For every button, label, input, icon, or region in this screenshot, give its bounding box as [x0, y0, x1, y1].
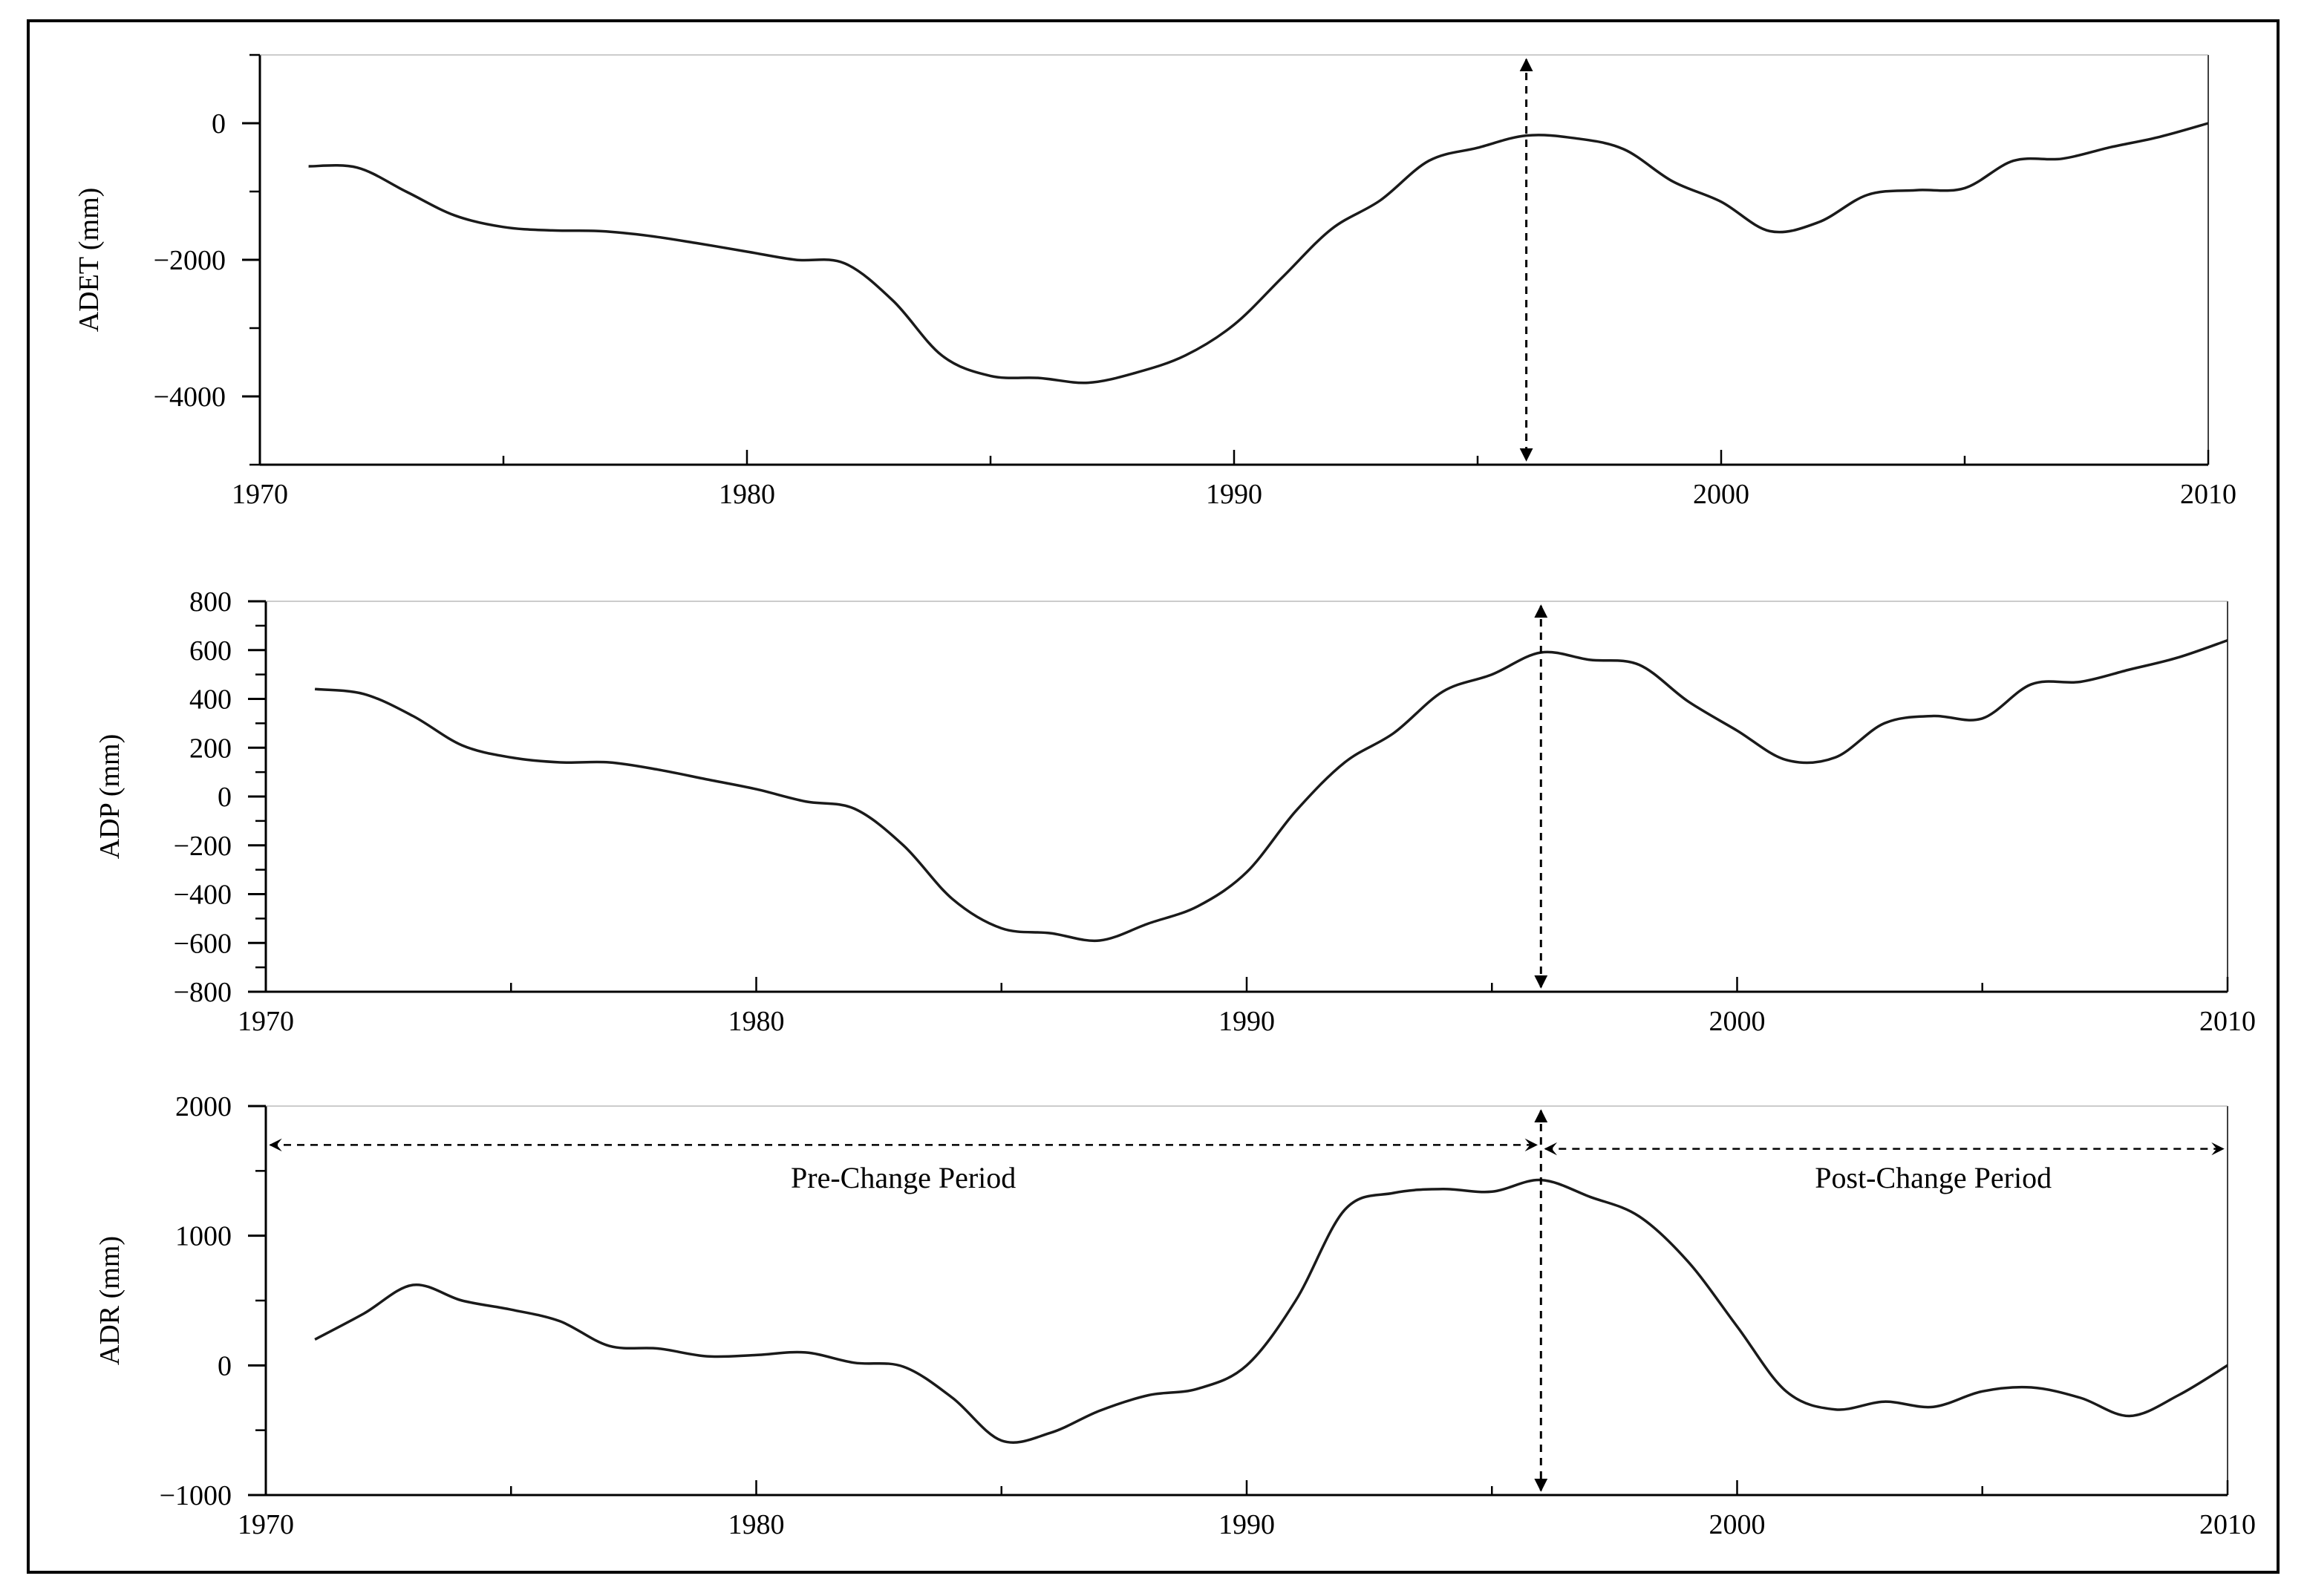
- panel-3-y-tick-label: −1000: [160, 1480, 232, 1511]
- panel-3-y-tick-label: 1000: [175, 1221, 232, 1252]
- panel-1-y-tick-label: −2000: [154, 245, 226, 276]
- panel-2-x-tick-label: 1970: [238, 1006, 294, 1037]
- panel-1-x-tick-label: 2000: [1693, 479, 1749, 510]
- panel-1-x-tick-label: 1990: [1206, 479, 1262, 510]
- panel-2-series-line: [314, 638, 2228, 943]
- panel-2-y-tick-label: −200: [174, 831, 232, 862]
- panel-1-x-tick-label: 1980: [719, 479, 775, 510]
- panel-3-y-axis-title: ADR (mm): [94, 1236, 125, 1365]
- panel-2-y-tick-label: −600: [174, 928, 232, 959]
- panel-1-y-axis-title: ADET (mm): [74, 188, 105, 333]
- panel-2-x-tick-label: 1990: [1218, 1006, 1275, 1037]
- panel-2-x-tick-label: 1980: [728, 1006, 785, 1037]
- panel-1-series-line: [308, 122, 2209, 385]
- panel-3-x-tick-label: 1970: [238, 1509, 294, 1540]
- panel-3-x-tick-label: 1980: [728, 1509, 785, 1540]
- panel-2-y-tick-label: 0: [218, 782, 232, 813]
- figure-frame: −4000 −2000 0 1970 1980 1990 2000 2010 ADET (mm)…: [27, 19, 2280, 1574]
- panel-3-x-tick-label: 2000: [1709, 1509, 1766, 1540]
- pre-change-period-label: Pre-Change Period: [791, 1161, 1016, 1194]
- panel-2-y-tick-label: 400: [189, 684, 232, 716]
- panel-3-x-tick-label: 2010: [2199, 1509, 2256, 1540]
- panel-2-y-tick-label: 600: [189, 635, 232, 667]
- panel-2-y-tick-label: 200: [189, 733, 232, 764]
- panel-2-y-tick-label: −400: [174, 880, 232, 911]
- panel-2-x-tick-label: 2010: [2199, 1006, 2256, 1037]
- panel-2-y-axis-title: ADP (mm): [94, 734, 125, 860]
- panel-1-x-tick-label: 1970: [232, 479, 288, 510]
- panel-2-y-tick-label: 800: [189, 586, 232, 618]
- panel-3-y-tick-label: 0: [218, 1350, 232, 1381]
- panel-1-y-tick-label: 0: [212, 108, 226, 140]
- panel-2-x-tick-label: 2000: [1709, 1006, 1766, 1037]
- post-change-period-label: Post-Change Period: [1815, 1161, 2052, 1194]
- panel-3-y-tick-label: 2000: [175, 1091, 232, 1122]
- panel-3-series-line: [314, 1178, 2228, 1444]
- panel-3-x-tick-label: 1990: [1218, 1509, 1275, 1540]
- panel-2-y-tick-label: −800: [174, 977, 232, 1008]
- panel-1-y-tick-label: −4000: [154, 382, 226, 413]
- panel-1-x-tick-label: 2010: [2180, 479, 2236, 510]
